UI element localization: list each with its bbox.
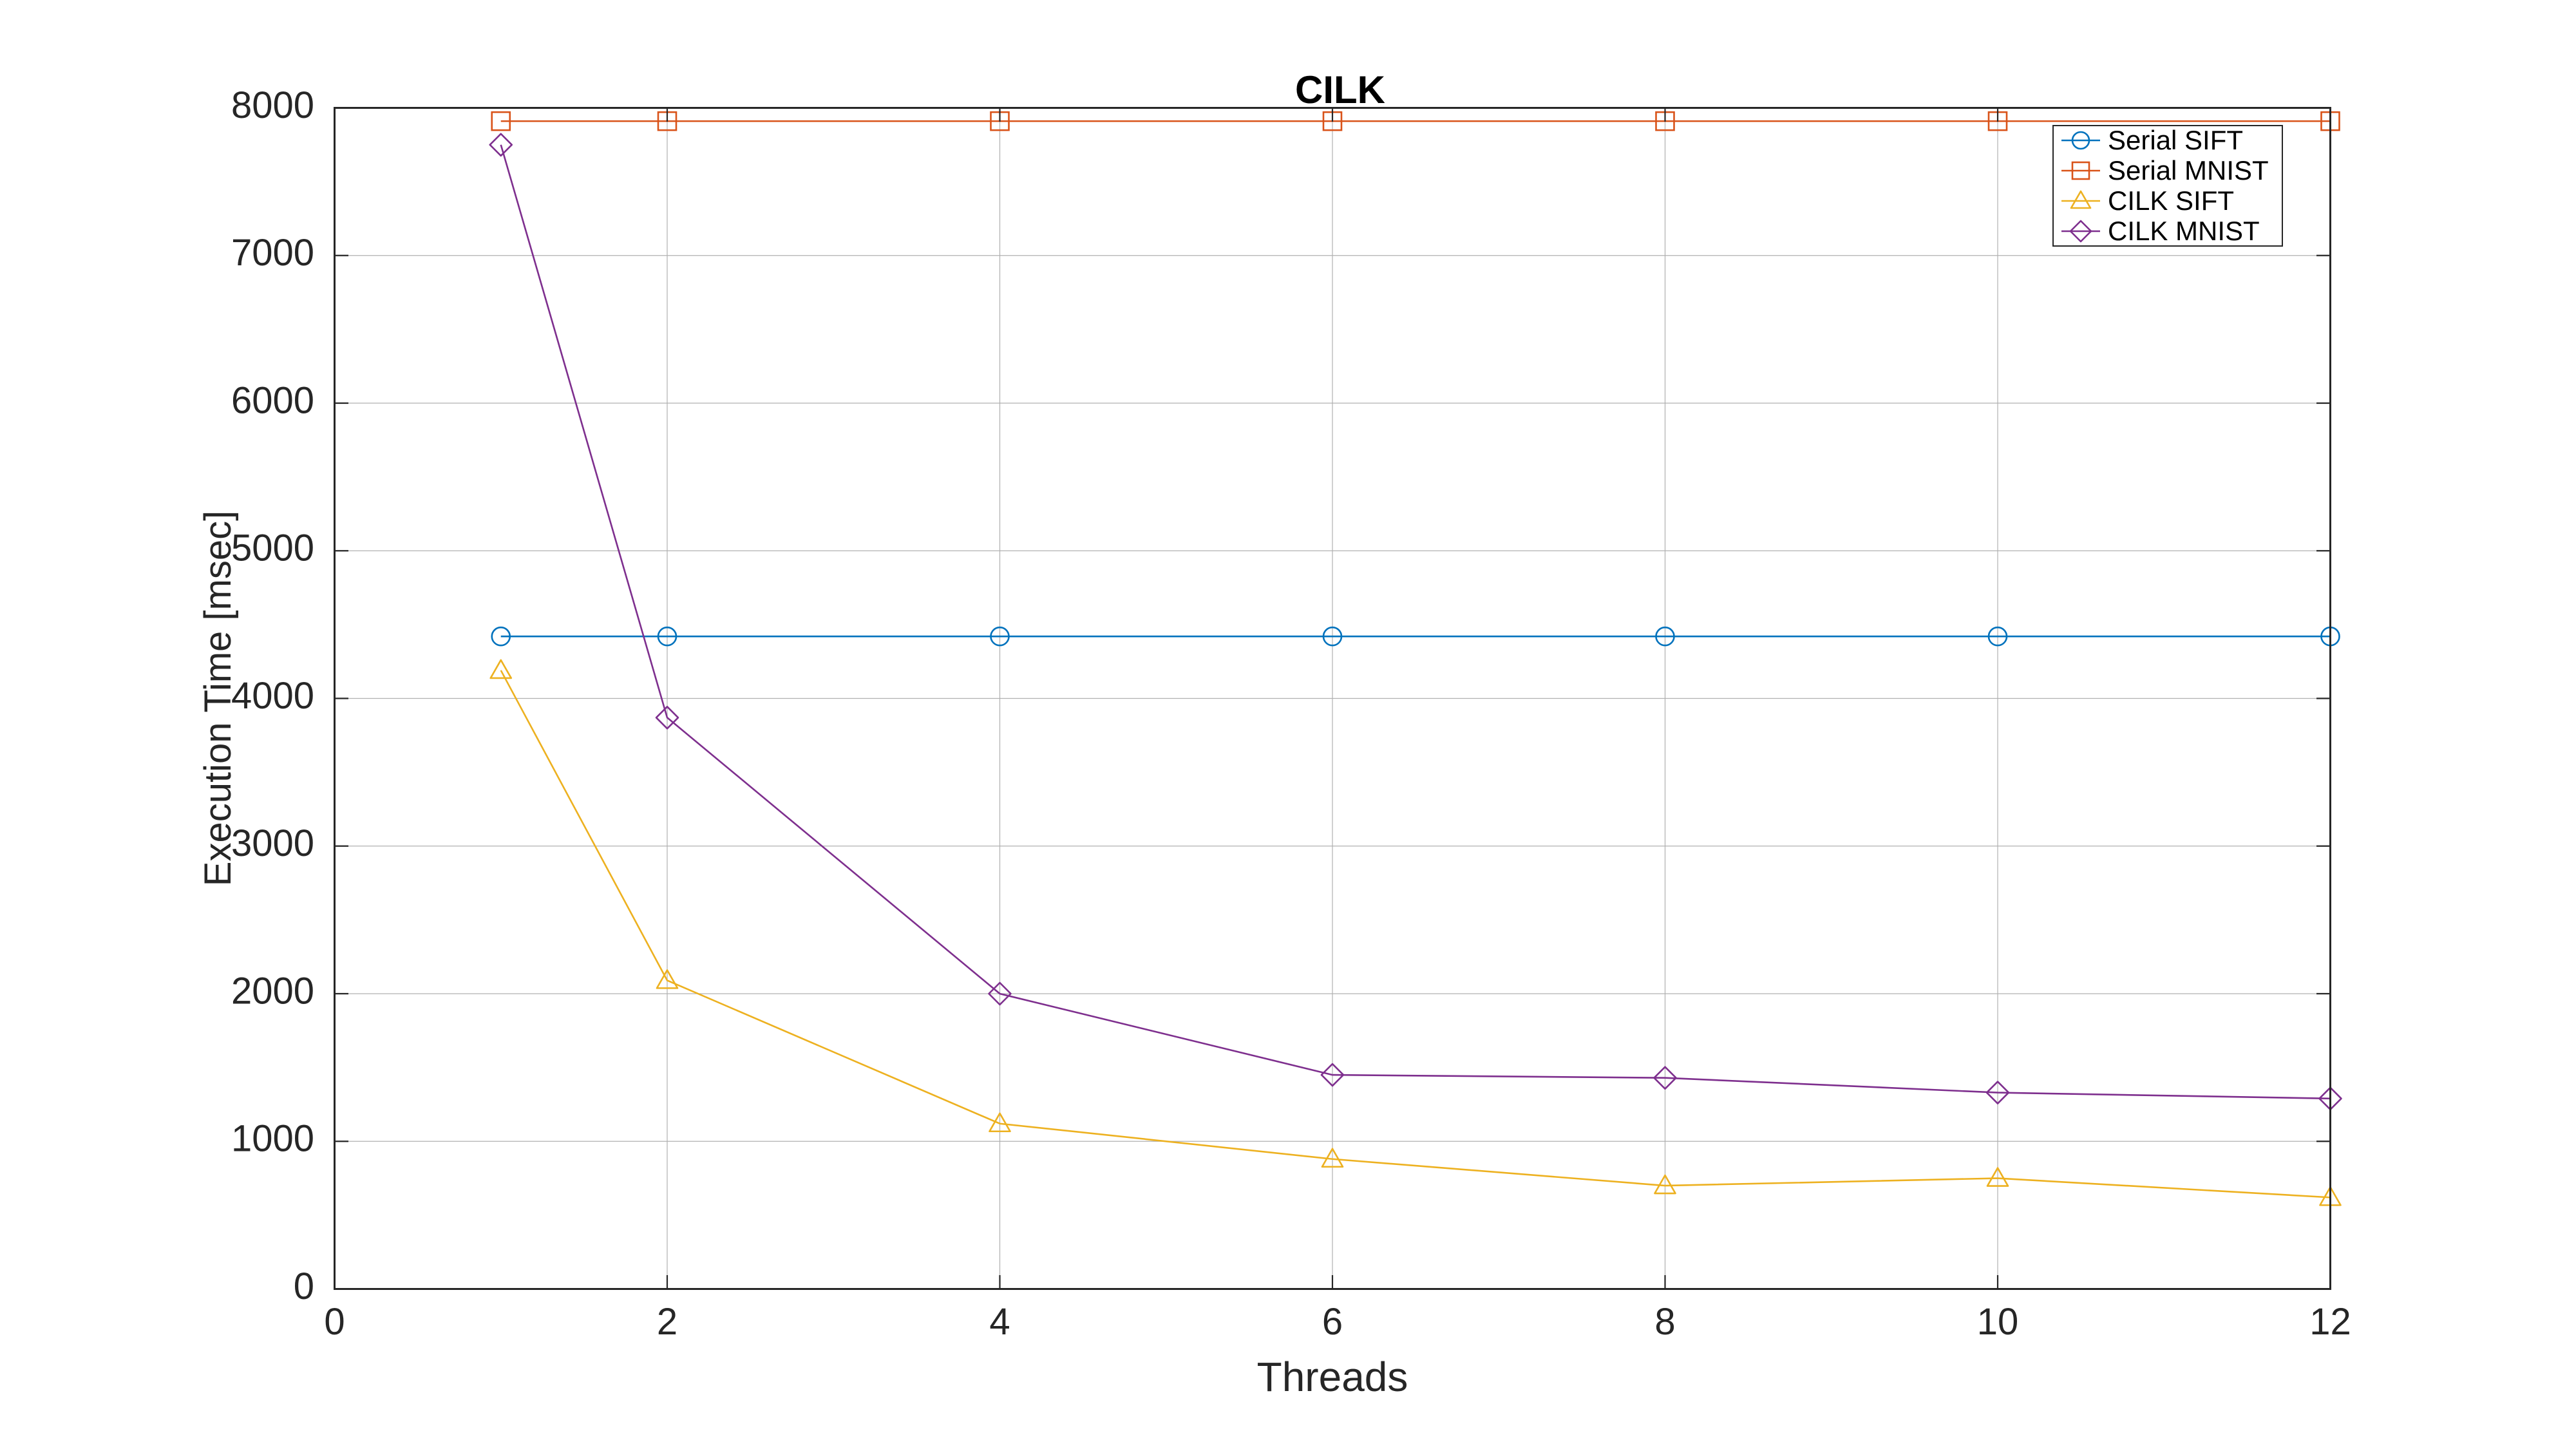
svg-text:Serial SIFT: Serial SIFT: [2108, 125, 2243, 155]
svg-text:6: 6: [1322, 1301, 1343, 1343]
svg-text:0: 0: [294, 1265, 314, 1307]
svg-text:5000: 5000: [231, 527, 314, 569]
svg-text:1000: 1000: [231, 1118, 314, 1160]
svg-text:Execution Time [msec]: Execution Time [msec]: [197, 511, 239, 886]
svg-text:12: 12: [2309, 1301, 2351, 1343]
svg-text:CILK SIFT: CILK SIFT: [2108, 185, 2234, 216]
svg-text:Serial MNIST: Serial MNIST: [2108, 155, 2269, 185]
svg-text:0: 0: [324, 1301, 345, 1343]
svg-text:7000: 7000: [231, 232, 314, 274]
svg-text:Threads: Threads: [1257, 1354, 1408, 1400]
svg-text:3000: 3000: [231, 822, 314, 864]
svg-text:4: 4: [989, 1301, 1010, 1343]
svg-text:4000: 4000: [231, 675, 314, 717]
svg-text:2000: 2000: [231, 970, 314, 1012]
svg-text:10: 10: [1977, 1301, 2019, 1343]
svg-text:6000: 6000: [231, 379, 314, 421]
svg-text:8: 8: [1654, 1301, 1675, 1343]
svg-text:2: 2: [657, 1301, 677, 1343]
svg-text:8000: 8000: [231, 84, 314, 126]
svg-text:CILK MNIST: CILK MNIST: [2108, 216, 2260, 246]
svg-text:CILK: CILK: [1295, 68, 1385, 111]
